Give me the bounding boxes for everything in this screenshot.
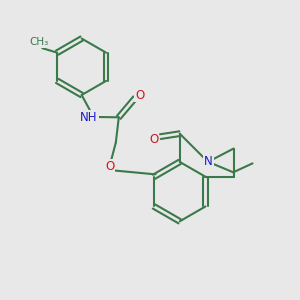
Text: CH₃: CH₃	[30, 37, 49, 47]
Text: N: N	[204, 155, 213, 168]
Text: O: O	[135, 88, 144, 101]
Text: NH: NH	[80, 111, 98, 124]
Text: O: O	[105, 160, 115, 173]
Text: O: O	[149, 133, 158, 146]
